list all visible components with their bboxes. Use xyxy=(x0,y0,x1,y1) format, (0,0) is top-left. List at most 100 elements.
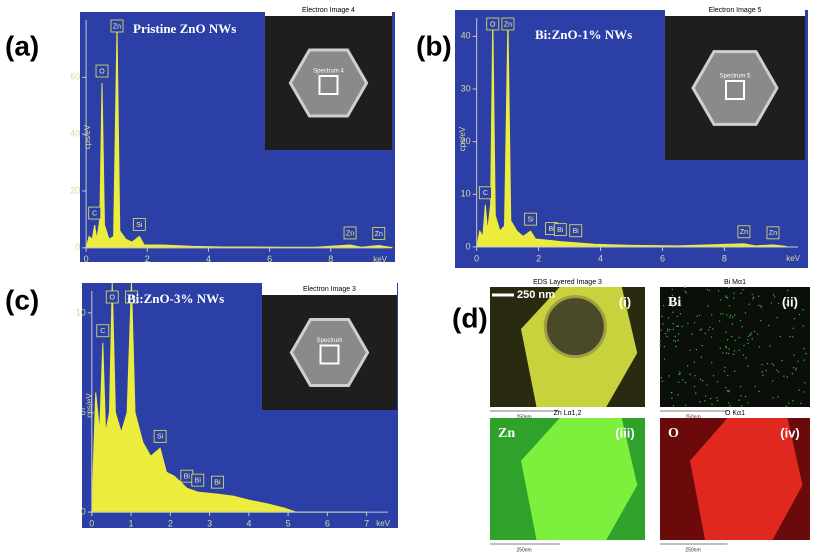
map-dot xyxy=(747,339,749,341)
map-dot xyxy=(707,305,709,307)
inset-nanowire xyxy=(289,318,370,387)
peak-label: O xyxy=(109,294,115,301)
map-dot xyxy=(726,314,728,316)
map-dot xyxy=(792,336,794,338)
map-dot xyxy=(739,385,742,388)
map-dot xyxy=(742,354,745,356)
map-dot xyxy=(772,397,774,399)
peak-label-box xyxy=(486,17,500,31)
map-dot xyxy=(705,395,707,397)
map-dot xyxy=(725,386,727,389)
y-tick-label: 20 xyxy=(461,136,471,146)
map-dot xyxy=(666,328,669,330)
map-dot xyxy=(684,290,687,293)
peak-label-box xyxy=(524,212,537,226)
inset-header xyxy=(262,283,397,295)
map-dot xyxy=(779,335,782,338)
map-dot xyxy=(696,315,698,317)
map-dot xyxy=(672,311,674,313)
x-tick-label: 4 xyxy=(598,253,603,263)
x-tick-label: 3 xyxy=(207,518,212,528)
y-tick-label: 0 xyxy=(75,242,80,252)
map-dot xyxy=(724,366,726,369)
peak-label-box xyxy=(132,218,146,231)
inset-spectrum-box xyxy=(725,80,745,100)
map-dot xyxy=(758,346,761,348)
map-dot xyxy=(747,342,749,344)
x-tick-label: 2 xyxy=(536,253,541,263)
map-dot xyxy=(708,289,711,292)
chart-title: Bi:ZnO-3% NWs xyxy=(127,291,224,306)
peak-label-box xyxy=(191,473,205,487)
peak-label: Zn xyxy=(504,21,512,28)
map-header: O Kα1 xyxy=(725,410,745,417)
x-tick-label: 7 xyxy=(364,518,369,528)
map-dot xyxy=(728,305,731,307)
map-dot xyxy=(661,315,663,318)
map-tag: (i) xyxy=(619,294,631,309)
map-dot xyxy=(679,371,681,373)
peak-label-box xyxy=(372,227,386,240)
map-dot xyxy=(747,402,749,404)
spectrum xyxy=(85,26,393,249)
map-dot xyxy=(663,345,666,348)
map-dot xyxy=(699,329,701,331)
map-dot xyxy=(803,391,805,393)
y-tick-label: 40 xyxy=(461,31,471,41)
peak-label-box xyxy=(105,290,119,304)
map-dot xyxy=(707,329,710,331)
map-dot xyxy=(747,335,750,337)
y-axis-label: cps/eV xyxy=(85,393,94,418)
map-dot xyxy=(743,344,745,347)
map-dot xyxy=(676,315,679,317)
map-dot xyxy=(745,357,747,359)
map-dot xyxy=(754,385,756,388)
map-dot xyxy=(719,347,722,349)
map-dot xyxy=(732,297,735,299)
map-dot xyxy=(661,380,664,383)
map-dot xyxy=(770,302,773,304)
map-dot xyxy=(781,360,783,362)
inset-title: Electron Image 3 xyxy=(303,286,356,293)
map-dot xyxy=(667,317,670,319)
map-dot xyxy=(795,367,797,370)
peak-label: Zn xyxy=(113,23,121,30)
map-dot xyxy=(738,336,740,339)
map-dot xyxy=(793,318,796,320)
x-tick-label: 0 xyxy=(84,254,89,264)
map-dot xyxy=(749,333,751,336)
inset-spectrum-box xyxy=(318,75,339,95)
map-dot xyxy=(798,389,800,391)
peak-label-box xyxy=(553,223,567,237)
peak-label-box xyxy=(501,17,515,31)
x-tick-label: 6 xyxy=(325,518,330,528)
x-tick-label: 6 xyxy=(660,253,665,263)
map-dot xyxy=(672,328,675,331)
map-dot xyxy=(711,314,713,316)
inset-label: Spectrum 5 xyxy=(720,74,751,80)
map-dot xyxy=(694,375,696,377)
map-dot xyxy=(667,330,669,332)
map-dot xyxy=(675,345,677,348)
map-dot xyxy=(725,295,727,297)
peak-label: O xyxy=(490,21,496,28)
map-dot xyxy=(672,305,674,308)
y-tick-label: 20 xyxy=(70,185,80,195)
peak-label: Bi xyxy=(195,477,202,484)
map-dot xyxy=(695,392,697,394)
peak-label-box xyxy=(343,226,357,240)
peak-label: Zn xyxy=(740,229,748,236)
map-dot xyxy=(715,396,718,399)
map-dot xyxy=(734,314,736,316)
map-dot xyxy=(677,339,679,342)
map-dot xyxy=(678,381,680,383)
x-tick-label: 4 xyxy=(246,518,251,528)
map-dot xyxy=(771,363,773,365)
map-image xyxy=(660,287,810,407)
map-dot xyxy=(732,353,735,355)
panel-label: (c) xyxy=(5,284,39,315)
map-dot xyxy=(739,319,742,322)
map-dot xyxy=(709,326,711,328)
peak-label: Bi xyxy=(214,479,221,486)
map-dot xyxy=(689,373,691,376)
